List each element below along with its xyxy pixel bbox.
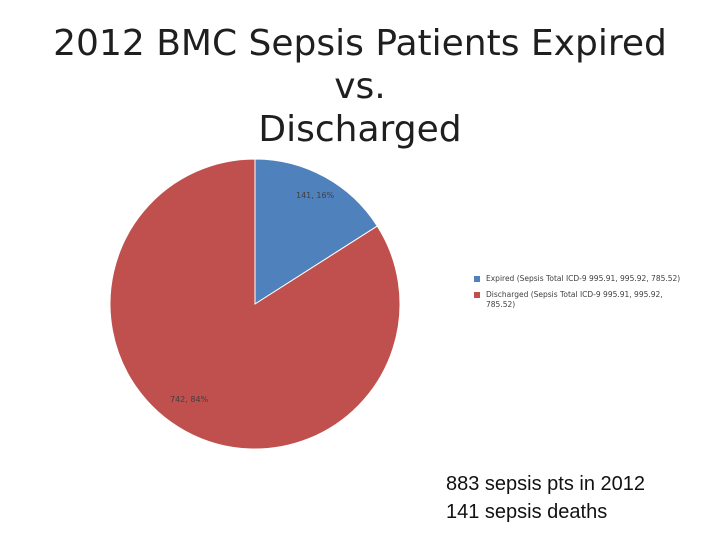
slide-title-line-1: 2012 BMC Sepsis Patients Expired vs. (53, 23, 667, 107)
legend-item-discharged: Discharged (Sepsis Total ICD-9 995.91, 9… (474, 290, 684, 310)
legend-label-expired: Expired (Sepsis Total ICD-9 995.91, 995.… (486, 274, 681, 283)
pie-data-label-discharged: 742, 84% (170, 395, 209, 404)
chart-legend: Expired (Sepsis Total ICD-9 995.91, 995.… (474, 274, 684, 316)
legend-swatch-discharged (474, 292, 480, 298)
legend-swatch-expired (474, 276, 480, 282)
legend-item-expired: Expired (Sepsis Total ICD-9 995.91, 995.… (474, 274, 684, 284)
pie-slice-expired (254, 158, 378, 305)
note-total-deaths: 141 sepsis deaths (446, 501, 608, 523)
slide-title-line-2: Discharged (258, 109, 462, 150)
legend-label-discharged: Discharged (Sepsis Total ICD-9 995.91, 9… (486, 290, 663, 309)
slide-title: 2012 BMC Sepsis Patients Expired vs. Dis… (30, 22, 690, 151)
pie-data-label-expired: 141, 16% (296, 191, 335, 200)
summary-notes: 883 sepsis pts in 2012 141 sepsis deaths (446, 470, 645, 526)
note-total-patients: 883 sepsis pts in 2012 (446, 473, 646, 495)
pie-slice-discharged (109, 158, 401, 450)
